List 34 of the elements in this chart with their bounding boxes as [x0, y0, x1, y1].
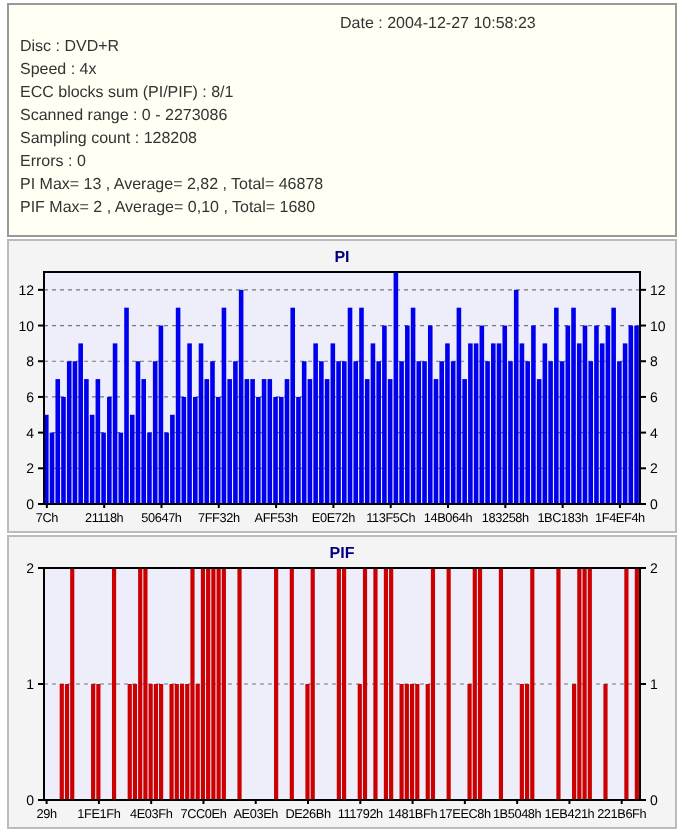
text: Date : 2004-12-27 10:58:23: [340, 14, 537, 32]
bar: [468, 343, 473, 504]
bar: [313, 343, 318, 504]
bar: [594, 325, 599, 504]
bar: [445, 343, 450, 504]
text: Scanned range : 0 - 2273086: [20, 106, 229, 124]
bar: [611, 307, 616, 504]
text: Errors : 0: [20, 152, 87, 170]
bar: [210, 361, 215, 504]
bar: [66, 361, 72, 504]
bar: [502, 325, 508, 504]
bar: [634, 325, 639, 504]
bar: [531, 325, 536, 504]
text: ECC blocks sum (PI/PIF) : 8/1: [20, 83, 235, 101]
bar: [55, 379, 61, 504]
bar: [359, 307, 364, 504]
bar: [78, 343, 83, 504]
bar: [382, 325, 387, 504]
bar: [491, 343, 496, 504]
text: PIF Max= 2 , Average= 0,10 , Total= 1680: [20, 198, 317, 216]
text: PI Max= 13 , Average= 2,82 , Total= 46878: [20, 175, 325, 193]
bar: [427, 325, 433, 504]
bar: [250, 379, 255, 504]
chart-title: PI: [334, 248, 350, 266]
bar: [290, 307, 296, 504]
text: Sampling count : 128208: [20, 129, 199, 147]
text: Disc : DVD+R: [20, 37, 120, 55]
chart-title: PIF: [329, 544, 355, 562]
bar: [554, 307, 559, 504]
text: Speed : 4x: [20, 60, 97, 78]
bar: [513, 289, 519, 504]
bar: [124, 307, 129, 504]
bar: [187, 343, 192, 504]
bar: [571, 307, 576, 504]
